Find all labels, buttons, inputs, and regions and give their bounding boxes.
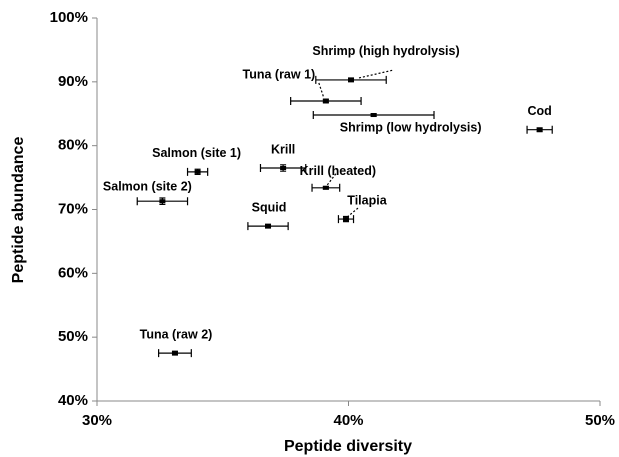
point-label: Shrimp (low hydrolysis) [340, 120, 482, 134]
x-tick-label: 30% [82, 412, 112, 429]
point-label: Tilapia [347, 193, 387, 207]
y-tick-label: 90% [58, 73, 88, 90]
point [370, 113, 377, 118]
point [280, 166, 287, 171]
point [159, 199, 166, 204]
y-tick-label: 40% [58, 392, 88, 409]
leader-line [325, 173, 337, 188]
y-tick-label: 60% [58, 264, 88, 281]
leader-line [345, 207, 359, 219]
y-axis-title: Peptide abundance [10, 137, 27, 284]
leader-line [358, 69, 395, 79]
y-tick-label: 100% [50, 9, 88, 26]
point [342, 217, 349, 222]
point [536, 127, 543, 132]
point-label: Salmon (site 1) [152, 146, 241, 160]
point [194, 169, 201, 174]
point-label: Tuna (raw 1) [243, 67, 316, 81]
point-label: Salmon (site 2) [103, 179, 192, 193]
x-axis-title: Peptide diversity [284, 438, 412, 455]
point-label: Shrimp (high hydrolysis) [312, 44, 459, 58]
point-label: Tuna (raw 2) [140, 327, 213, 341]
point-label: Squid [252, 200, 287, 214]
point-label: Krill (heated) [300, 164, 376, 178]
point [322, 185, 329, 190]
point-label: Cod [527, 104, 551, 118]
point [348, 77, 355, 82]
x-tick-label: 50% [585, 412, 615, 429]
y-tick-label: 50% [58, 328, 88, 345]
x-tick-label: 40% [333, 412, 363, 429]
point [171, 351, 178, 356]
point [265, 224, 272, 229]
point-label: Krill [271, 142, 295, 156]
y-tick-label: 80% [58, 137, 88, 154]
leader-line [318, 82, 325, 99]
point [322, 98, 329, 103]
y-tick-label: 70% [58, 200, 88, 217]
